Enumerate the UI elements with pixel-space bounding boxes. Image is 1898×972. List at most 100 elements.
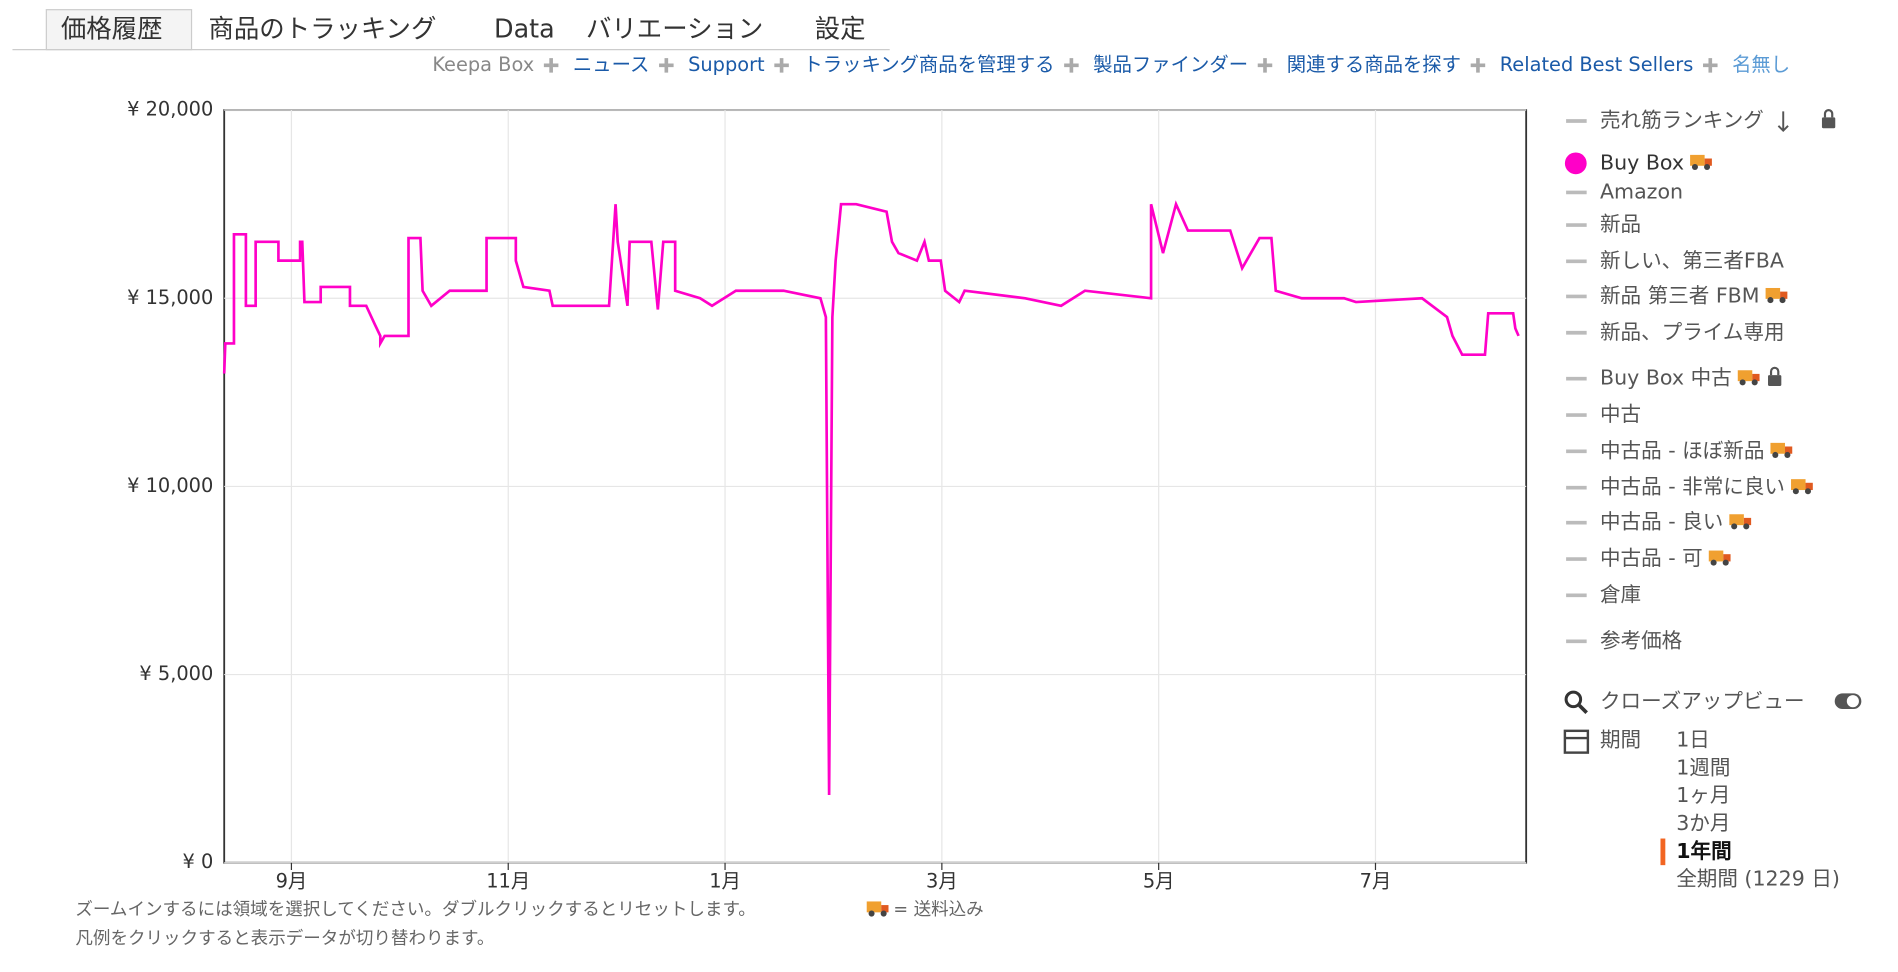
tab[interactable]: Data: [494, 13, 555, 43]
truck-icon: [1743, 523, 1750, 530]
legend-item[interactable]: 中古品 - 良い: [1600, 510, 1723, 534]
legend-item[interactable]: 新品: [1600, 212, 1641, 236]
x-tick-label: 7月: [1360, 870, 1392, 893]
legend-item[interactable]: 新品 第三者 FBM: [1600, 283, 1760, 307]
y-tick-label: ¥ 10,000: [127, 474, 213, 497]
legend-item[interactable]: 倉庫: [1600, 582, 1641, 606]
truck-icon: [1722, 559, 1729, 566]
tab[interactable]: バリエーション: [586, 13, 763, 43]
range-option[interactable]: 1ヶ月: [1676, 783, 1730, 807]
truck-icon: [1770, 442, 1785, 454]
lock-icon: [1768, 375, 1782, 386]
truck-icon: [1743, 517, 1752, 526]
tab[interactable]: 価格履歴: [61, 13, 163, 43]
lock-icon: [1823, 109, 1834, 118]
truck-icon: [1704, 163, 1711, 171]
truck-icon: [1704, 158, 1712, 166]
truck-icon: [1739, 379, 1746, 386]
legend-item[interactable]: 新しい、第三者FBA: [1600, 248, 1784, 272]
y-tick-label: ¥ 15,000: [127, 286, 213, 309]
truck-icon: [1752, 373, 1760, 382]
x-tick-label: 1月: [709, 870, 741, 893]
range-option[interactable]: 1日: [1676, 728, 1710, 752]
separator: [774, 58, 789, 73]
selected-bar: [1660, 838, 1666, 866]
note: = 送料込み: [893, 900, 983, 920]
truck-icon: [1710, 559, 1717, 566]
active-tab-bg: [45, 9, 193, 51]
link[interactable]: Keepa Box: [432, 53, 534, 76]
toggle-knob: [1846, 695, 1859, 708]
link[interactable]: トラッキング商品を管理する: [803, 53, 1054, 76]
y-tick-label: ¥ 0: [183, 850, 214, 873]
truck-icon: [1804, 488, 1811, 495]
truck-icon: [1737, 370, 1753, 382]
closeup-label[interactable]: クローズアップビュー: [1600, 689, 1805, 713]
separator: [543, 58, 559, 73]
separator: [1064, 58, 1079, 73]
truck-icon: [1779, 297, 1786, 304]
note: ズームインするには領域を選択してください。ダブルクリックするとリセットします。: [75, 899, 755, 920]
legend-item[interactable]: 中古品 - 可: [1600, 546, 1703, 570]
legend-item[interactable]: 中古品 - 非常に良い: [1600, 475, 1785, 499]
y-tick-label: ¥ 5,000: [139, 662, 213, 685]
truck-icon: [1780, 291, 1788, 299]
truck-icon: [1784, 451, 1791, 458]
truck-icon: [1708, 550, 1724, 562]
truck-icon: [1690, 154, 1705, 166]
x-tick-label: 5月: [1143, 870, 1175, 893]
lock-icon: [1821, 117, 1836, 129]
sort-icon: [1777, 111, 1789, 133]
truck-icon: [1723, 554, 1731, 562]
x-tick-label: 9月: [276, 870, 308, 893]
legend-item[interactable]: 売れ筋ランキング: [1600, 108, 1764, 132]
truck-icon: [1791, 479, 1806, 491]
legend-item[interactable]: Amazon: [1600, 179, 1683, 203]
link[interactable]: Support: [688, 53, 765, 76]
truck-icon: [1691, 163, 1698, 171]
legend-item[interactable]: 新品、プライム専用: [1600, 320, 1785, 344]
truck-icon: [880, 910, 887, 917]
truck-icon: [1765, 287, 1781, 299]
truck-icon: [1767, 297, 1774, 304]
truck-icon: [868, 910, 875, 917]
truck-icon: [1729, 514, 1744, 526]
truck-icon: [1805, 482, 1813, 491]
range-option[interactable]: 全期間 (1229 日): [1676, 867, 1840, 891]
link[interactable]: 名無し: [1732, 53, 1790, 76]
separator: [659, 58, 674, 73]
legend-item[interactable]: 中古品 - ほぼ新品: [1600, 438, 1764, 462]
search-icon: [1564, 690, 1583, 709]
legend-item[interactable]: Buy Box 中古: [1600, 366, 1732, 390]
link[interactable]: ニュース: [573, 53, 649, 76]
truck-icon: [881, 905, 889, 913]
legend-item[interactable]: 参考価格: [1600, 628, 1683, 652]
truck-icon: [1751, 379, 1758, 386]
note: 凡例をクリックすると表示データが切り替わります。: [75, 928, 494, 949]
link[interactable]: 製品ファインダー: [1093, 53, 1248, 76]
truck-icon: [1731, 523, 1738, 530]
calendar-icon: [1563, 729, 1590, 754]
tab[interactable]: 設定: [815, 13, 866, 43]
truck-icon: [1792, 488, 1799, 495]
range-option[interactable]: 1週間: [1676, 755, 1730, 779]
legend-swatch: [1564, 152, 1587, 175]
range-option[interactable]: 1年間: [1676, 839, 1731, 863]
range-label: 期間: [1600, 728, 1641, 752]
range-option[interactable]: 3か月: [1676, 811, 1730, 835]
x-tick-label: 11月: [486, 870, 530, 893]
separator: [1703, 58, 1718, 73]
truck-icon: [866, 901, 882, 913]
tab[interactable]: 商品のトラッキング: [208, 13, 436, 43]
legend-item[interactable]: Buy Box: [1600, 150, 1684, 174]
link[interactable]: 関連する商品を探す: [1287, 53, 1461, 76]
legend-item[interactable]: 中古: [1600, 402, 1641, 426]
y-tick-label: ¥ 20,000: [127, 98, 213, 121]
x-tick-label: 3月: [926, 870, 958, 893]
truck-icon: [1784, 446, 1793, 454]
separator: [1257, 58, 1273, 73]
link[interactable]: Related Best Sellers: [1500, 53, 1694, 76]
search-icon: [1578, 704, 1588, 714]
